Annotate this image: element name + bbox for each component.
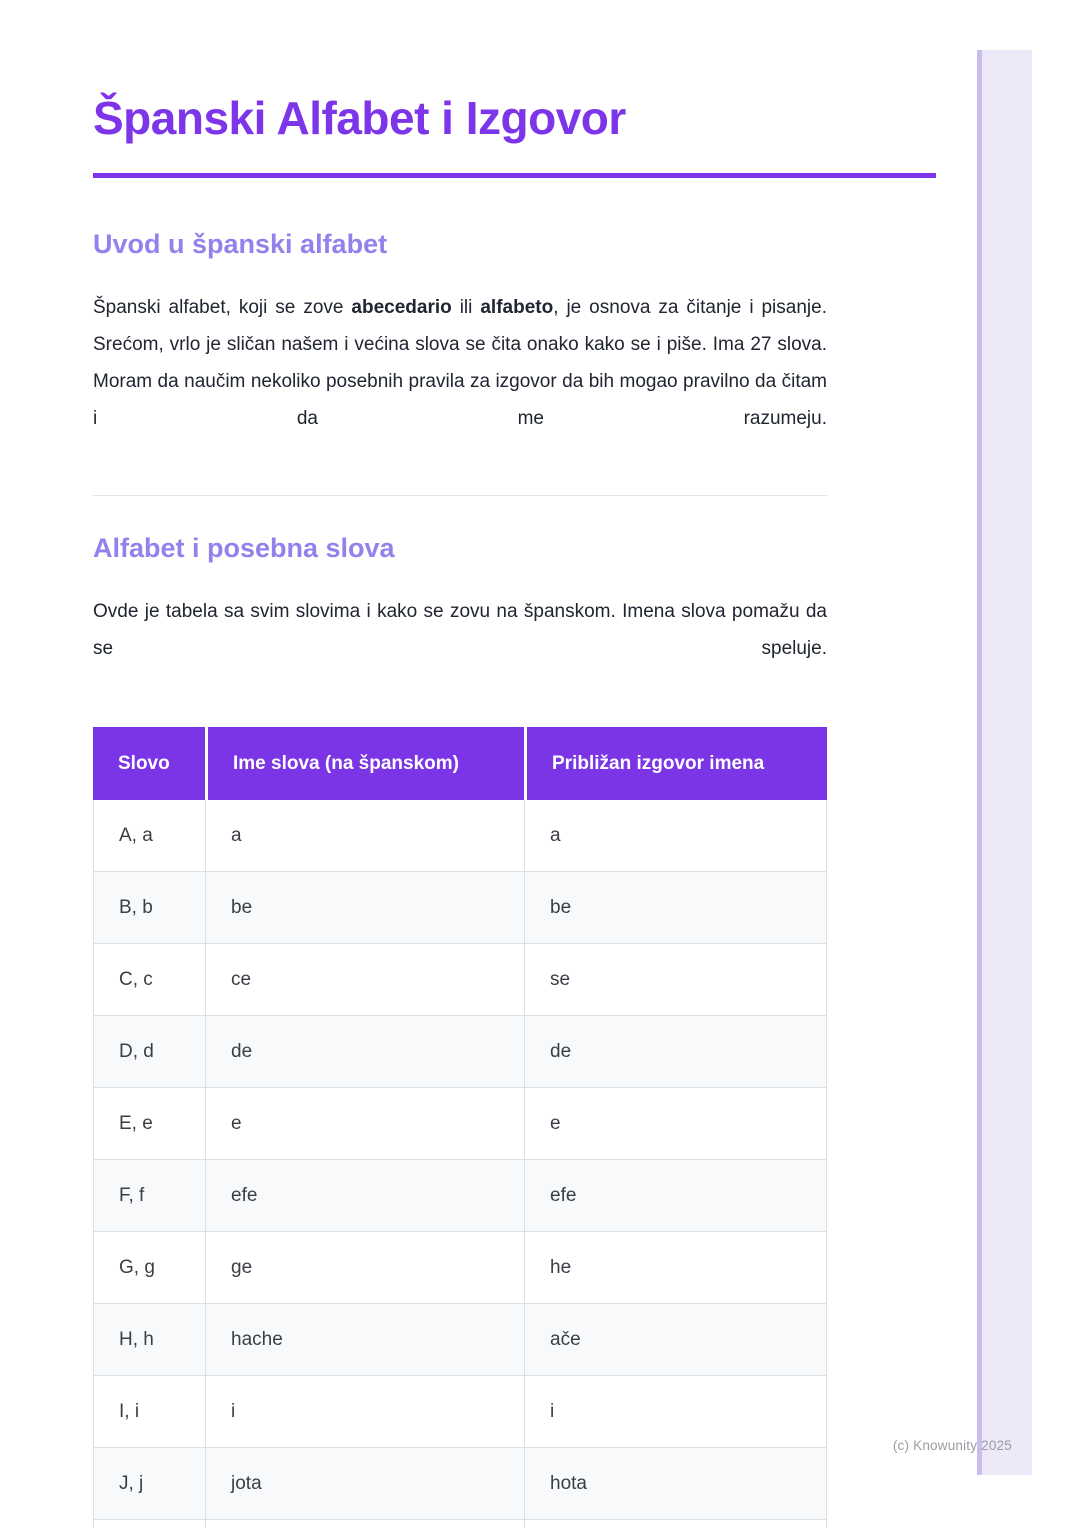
intro-text-after: , je osnova za čitanje i pisanje. Srećom… [93, 297, 827, 430]
table-row: E, e e e [93, 1088, 827, 1161]
table-cell: se [524, 944, 827, 1017]
intro-paragraph: Španski alfabet, koji se zove abecedario… [93, 289, 827, 474]
table-row: C, c ce se [93, 944, 827, 1017]
table-cell: ge [205, 1232, 524, 1305]
table-cell: ače [524, 1304, 827, 1377]
table-cell: hache [205, 1304, 524, 1377]
table-cell: C, c [93, 944, 205, 1017]
table-row-partial [93, 1520, 827, 1528]
table-cell: he [524, 1232, 827, 1305]
table-row: A, a a a [93, 800, 827, 873]
table-row: F, f efe efe [93, 1160, 827, 1233]
table-cell: hota [524, 1448, 827, 1521]
table-row: J, j jota hota [93, 1448, 827, 1521]
side-strip-decoration [977, 50, 1032, 1475]
table-header-ime-slova: Ime slova (na španskom) [205, 727, 524, 801]
table-row: H, h hache ače [93, 1304, 827, 1377]
table-header-izgovor: Približan izgovor imena [524, 727, 827, 801]
title-rule [93, 173, 936, 179]
table-cell: ce [205, 944, 524, 1017]
table-cell: a [524, 800, 827, 873]
page-title: Španski Alfabet i Izgovor [93, 92, 626, 144]
table-row: G, g ge he [93, 1232, 827, 1305]
table-cell: i [524, 1376, 827, 1449]
table-cell: be [205, 872, 524, 945]
table-cell: D, d [93, 1016, 205, 1089]
table-cell: de [205, 1016, 524, 1089]
table-cell [524, 1520, 827, 1528]
intro-bold-alfabeto: alfabeto [480, 297, 554, 319]
content-column: Španski Alfabet i Izgovor Uvod u španski… [93, 0, 936, 1528]
table-cell: efe [524, 1160, 827, 1233]
section-heading-intro: Uvod u španski alfabet [93, 229, 388, 260]
table-cell: e [205, 1088, 524, 1161]
table-cell: A, a [93, 800, 205, 873]
table-row: B, b be be [93, 872, 827, 945]
table-cell: be [524, 872, 827, 945]
intro-text-middle: ili [451, 297, 481, 319]
table-cell: B, b [93, 872, 205, 945]
alphabet-paragraph: Ovde je tabela sa svim slovima i kako se… [93, 601, 827, 660]
table-cell: I, i [93, 1376, 205, 1449]
intro-bold-abecedario: abecedario [351, 297, 452, 319]
table-cell: jota [205, 1448, 524, 1521]
table-header-slovo: Slovo [93, 727, 205, 801]
section-heading-alphabet: Alfabet i posebna slova [93, 533, 395, 564]
table-cell: e [524, 1088, 827, 1161]
table-cell: J, j [93, 1448, 205, 1521]
table-cell: F, f [93, 1160, 205, 1233]
alphabet-table-wrap: Slovo Ime slova (na španskom) Približan … [93, 727, 827, 1528]
intro-text-before: Španski alfabet, koji se zove [93, 297, 352, 319]
content-divider [93, 495, 827, 497]
table-row: D, d de de [93, 1016, 827, 1089]
table-cell: i [205, 1376, 524, 1449]
table-cell: de [524, 1016, 827, 1089]
table-header-row: Slovo Ime slova (na španskom) Približan … [93, 727, 827, 801]
table-cell [93, 1520, 205, 1528]
table-cell: efe [205, 1160, 524, 1233]
table-row: I, i i i [93, 1376, 827, 1449]
table-cell: a [205, 800, 524, 873]
copyright-label: (c) Knowunity 2025 [892, 1438, 1012, 1453]
table-cell: E, e [93, 1088, 205, 1161]
table-cell: H, h [93, 1304, 205, 1377]
table-cell: G, g [93, 1232, 205, 1305]
table-cell [205, 1520, 524, 1528]
alphabet-table: Slovo Ime slova (na španskom) Približan … [93, 727, 827, 1528]
